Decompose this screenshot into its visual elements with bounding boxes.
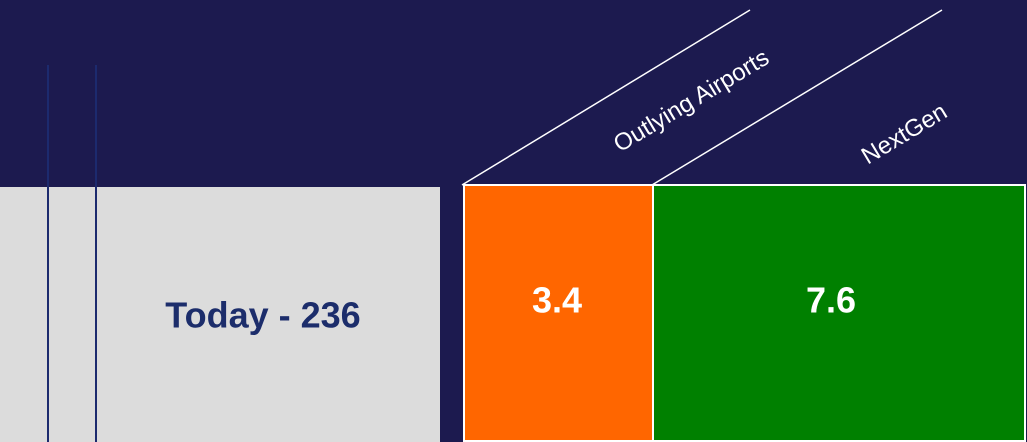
header-line — [651, 9, 943, 186]
value-label: 3.4 — [532, 280, 582, 321]
row-label: Today - 236 — [165, 295, 360, 336]
green-box — [652, 184, 1026, 442]
row-box — [0, 187, 440, 442]
orange-box — [463, 184, 654, 442]
header-line — [461, 9, 751, 186]
value-label: 7.6 — [806, 280, 856, 321]
